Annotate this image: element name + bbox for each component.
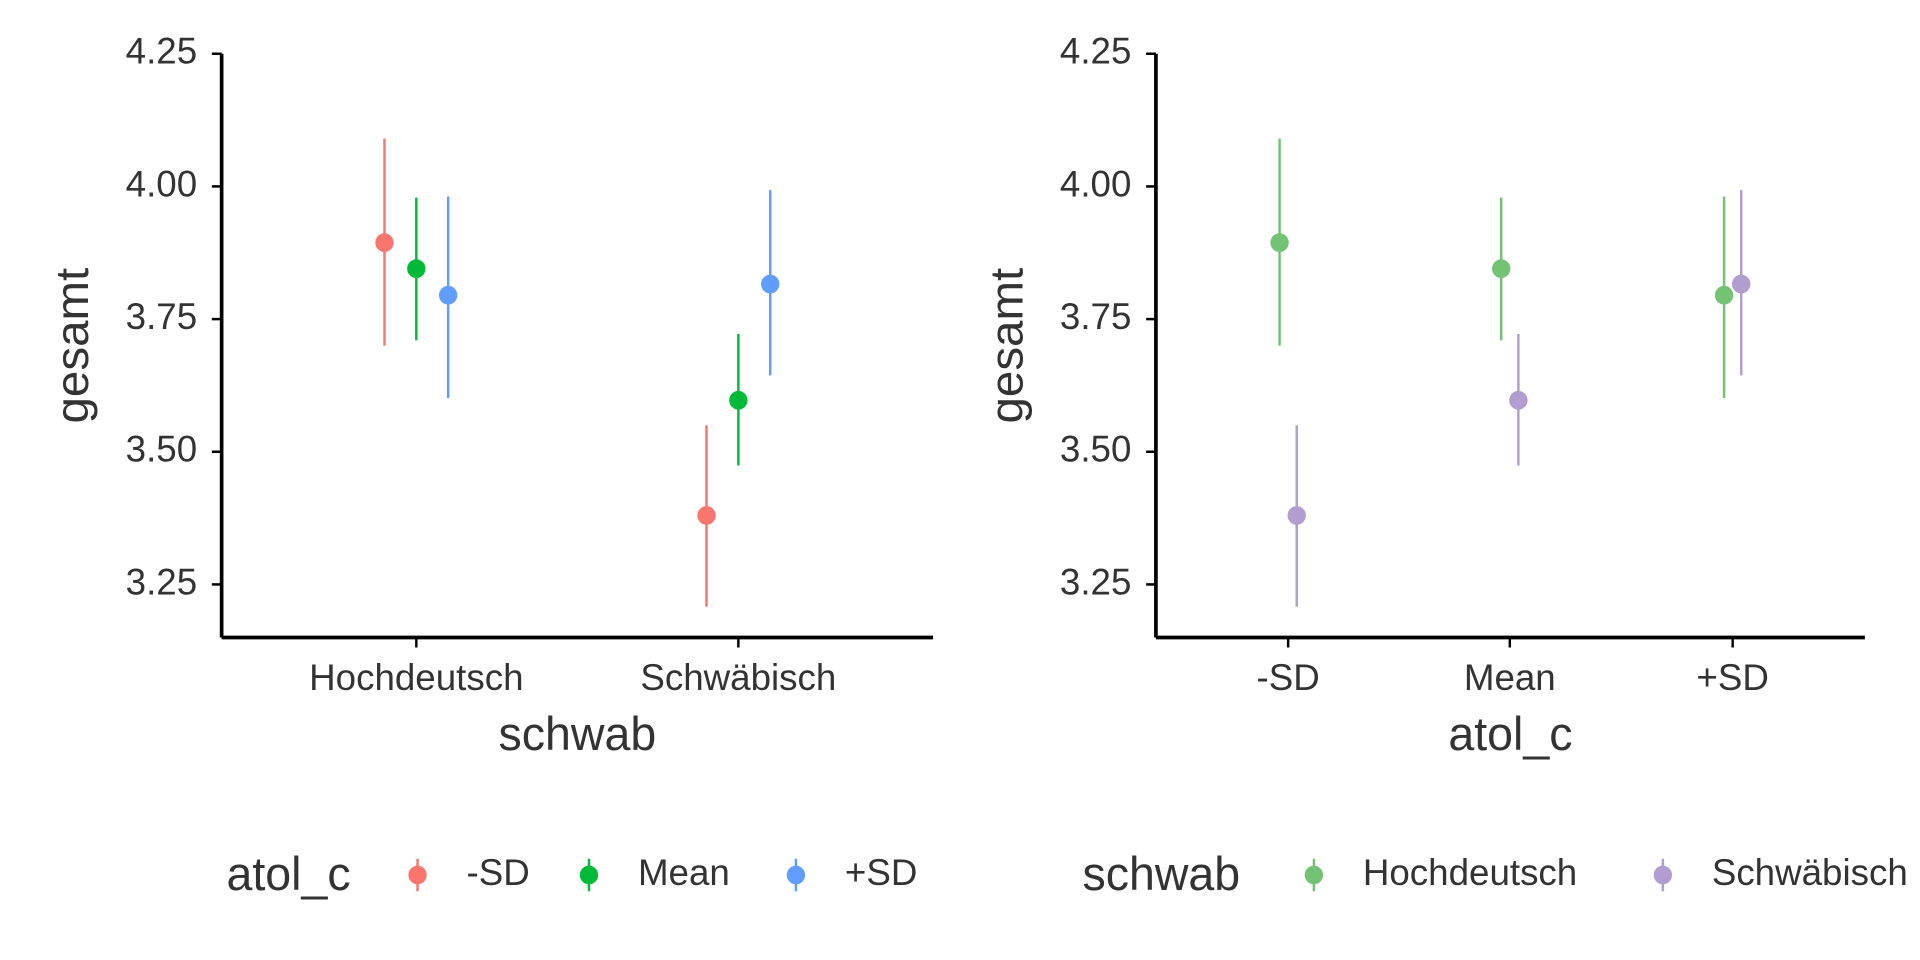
y-tick-label: 3.75 xyxy=(1060,295,1131,337)
x-tick-label: Mean xyxy=(1464,656,1556,698)
point xyxy=(375,233,394,253)
y-tick-label: 4.25 xyxy=(1060,29,1131,71)
point xyxy=(1732,274,1751,294)
x-tick-label: Schwäbisch xyxy=(640,656,836,698)
y-tick-label: 3.50 xyxy=(126,427,197,469)
point xyxy=(697,506,716,525)
y-tick-label: 3.25 xyxy=(126,560,197,602)
legend-label: +SD xyxy=(845,851,917,893)
legend-key-point xyxy=(408,865,427,885)
point xyxy=(1714,285,1734,305)
legend-label: Schwäbisch xyxy=(1712,851,1908,893)
legend-title: schwab xyxy=(1082,847,1240,901)
y-tick-label: 3.25 xyxy=(1060,560,1131,602)
y-tick-label: 4.00 xyxy=(1060,162,1131,204)
point xyxy=(407,259,426,279)
y-axis-title: gesamt xyxy=(46,268,98,424)
x-tick-label: Hochdeutsch xyxy=(309,656,523,698)
legend-key-point xyxy=(579,865,599,885)
point xyxy=(1287,506,1306,525)
legend-label: Hochdeutsch xyxy=(1363,851,1577,893)
point xyxy=(438,285,458,305)
legend-label: -SD xyxy=(467,851,530,893)
y-tick-label: 3.50 xyxy=(1060,427,1131,469)
x-tick-label: -SD xyxy=(1257,656,1320,698)
y-tick-label: 3.75 xyxy=(126,295,197,337)
legend-key-point xyxy=(1653,865,1673,885)
y-axis-title: gesamt xyxy=(980,268,1032,424)
y-tick-label: 4.25 xyxy=(126,29,197,71)
y-tick-label: 4.00 xyxy=(126,162,197,204)
x-axis-title: atol_c xyxy=(1448,707,1572,761)
point xyxy=(1270,233,1289,253)
x-tick-label: +SD xyxy=(1696,656,1768,698)
point xyxy=(761,274,780,294)
point xyxy=(1492,259,1511,279)
legend-label: Mean xyxy=(638,851,730,893)
legend-title: atol_c xyxy=(227,847,351,901)
point xyxy=(729,390,748,410)
legend-key-point xyxy=(786,865,806,885)
legend-key-point xyxy=(1304,865,1324,885)
point xyxy=(1509,390,1528,410)
x-axis-title: schwab xyxy=(498,707,656,761)
